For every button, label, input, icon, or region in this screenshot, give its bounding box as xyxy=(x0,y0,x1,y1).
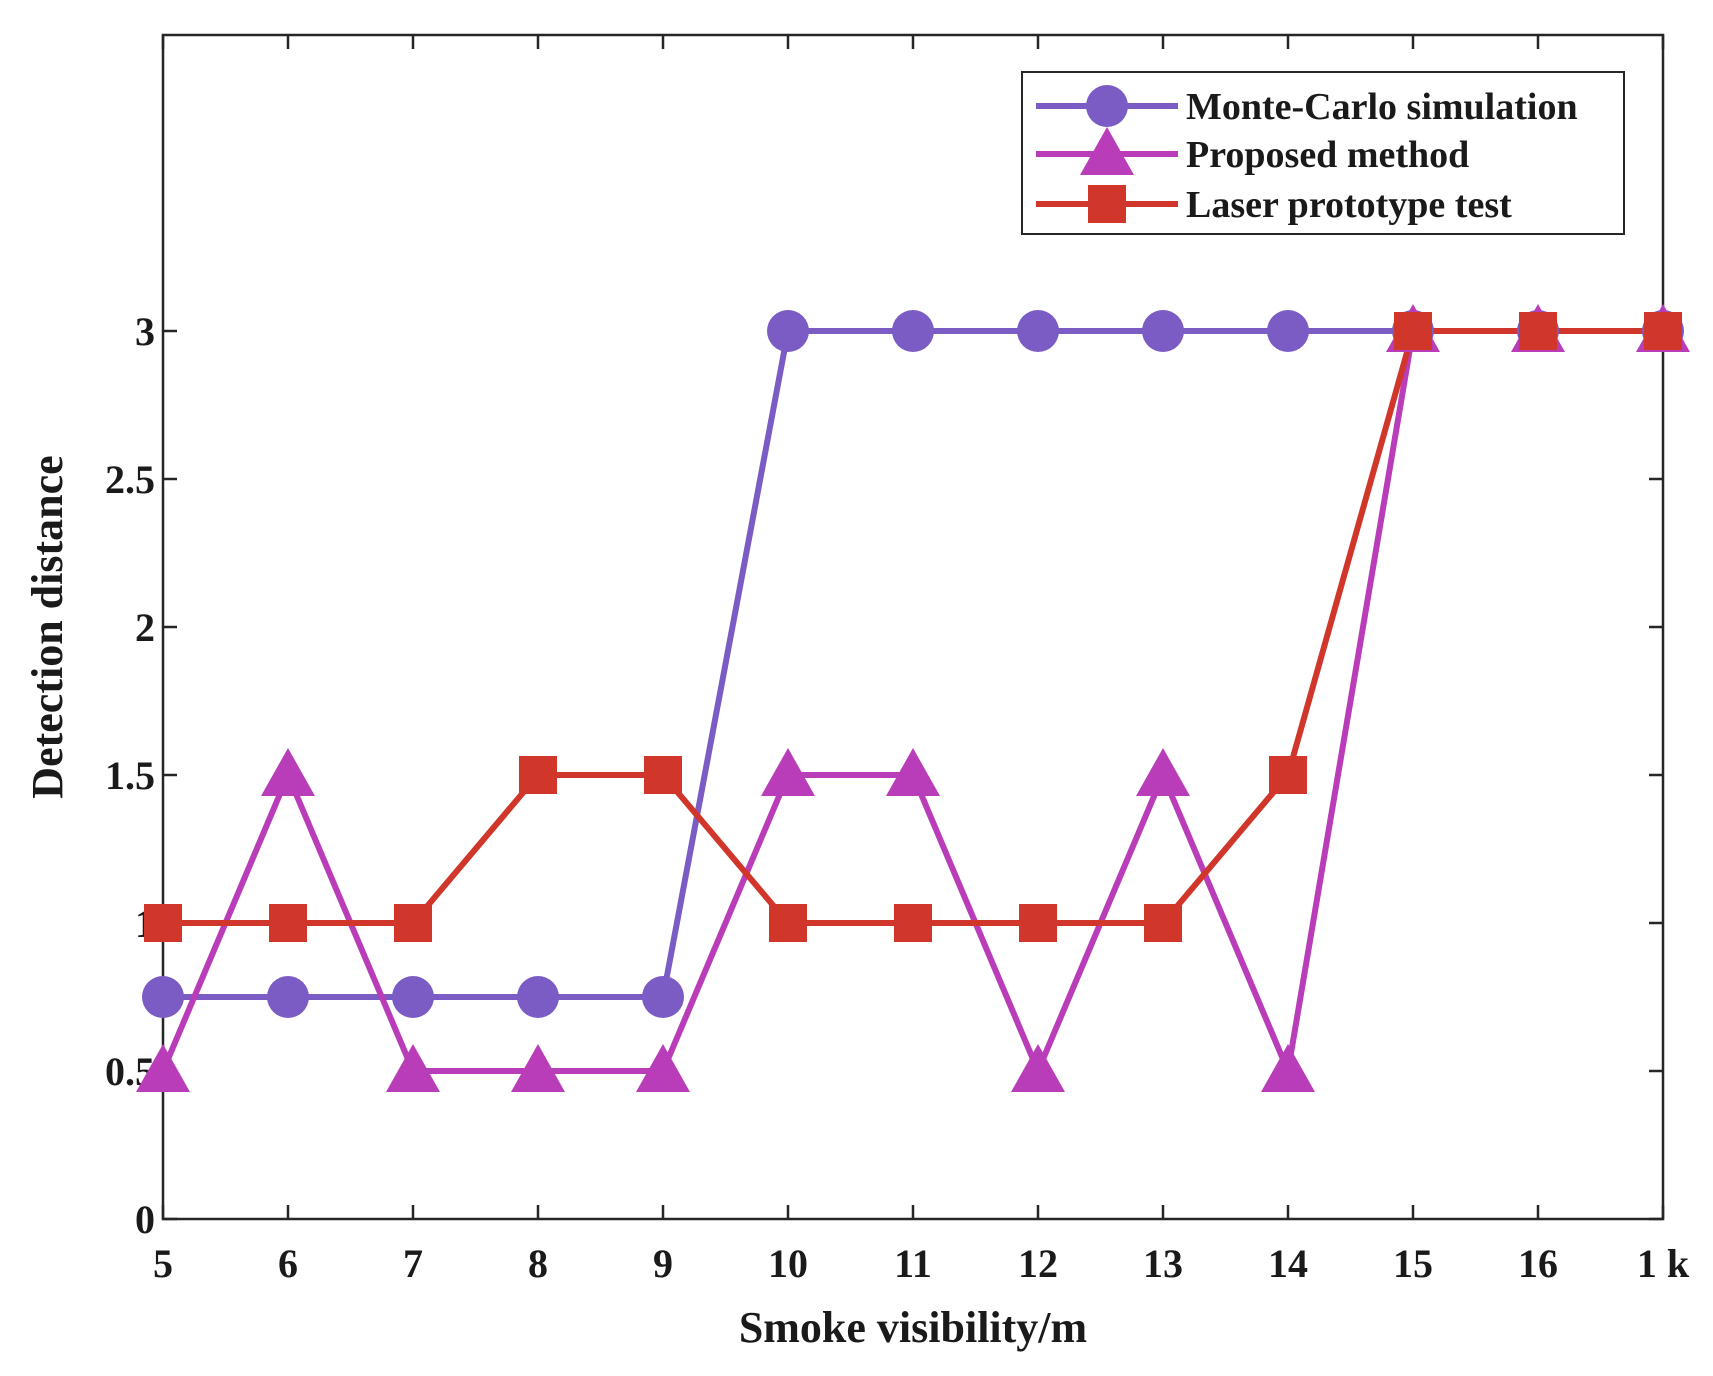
y-axis-title: Detection distance xyxy=(23,455,72,798)
data-point-monte-carlo-simulation xyxy=(1267,310,1309,352)
legend-label-laser-prototype-test: Laser prototype test xyxy=(1186,184,1512,226)
data-point-proposed-method xyxy=(1011,1044,1065,1092)
data-point-laser-prototype-test xyxy=(1519,312,1557,350)
legend-marker-laser-prototype-test xyxy=(1088,185,1126,223)
data-point-monte-carlo-simulation xyxy=(392,976,434,1018)
data-point-laser-prototype-test xyxy=(644,756,682,794)
x-axis-title: Smoke visibility/m xyxy=(739,1303,1087,1352)
data-point-proposed-method xyxy=(261,748,315,796)
data-point-monte-carlo-simulation xyxy=(642,976,684,1018)
data-point-proposed-method xyxy=(511,1044,565,1092)
x-tick-label: 13 xyxy=(1143,1241,1183,1286)
data-point-laser-prototype-test xyxy=(519,756,557,794)
x-tick-label: 12 xyxy=(1018,1241,1058,1286)
data-point-laser-prototype-test xyxy=(144,904,182,942)
data-point-monte-carlo-simulation xyxy=(267,976,309,1018)
data-point-laser-prototype-test xyxy=(769,904,807,942)
data-point-laser-prototype-test xyxy=(1019,904,1057,942)
data-point-monte-carlo-simulation xyxy=(767,310,809,352)
x-tick-label: 8 xyxy=(528,1241,548,1286)
data-point-proposed-method xyxy=(1136,748,1190,796)
data-point-proposed-method xyxy=(386,1044,440,1092)
data-point-monte-carlo-simulation xyxy=(142,976,184,1018)
x-tick-label: 7 xyxy=(403,1241,423,1286)
legend-label-proposed-method: Proposed method xyxy=(1186,134,1469,176)
x-tick-label: 6 xyxy=(278,1241,298,1286)
y-tick-label: 3 xyxy=(135,309,155,354)
legend-label-monte-carlo-simulation: Monte-Carlo simulation xyxy=(1186,86,1578,128)
legend-marker-monte-carlo-simulation xyxy=(1086,85,1128,127)
legend: Monte-Carlo simulation Proposed method Las… xyxy=(1021,71,1625,235)
x-tick-label: 11 xyxy=(894,1241,932,1286)
y-tick-label: 0 xyxy=(135,1197,155,1242)
data-point-laser-prototype-test xyxy=(1644,312,1682,350)
data-point-proposed-method xyxy=(1261,1044,1315,1092)
legend-marker-proposed-method xyxy=(1080,127,1134,175)
x-tick-label: 14 xyxy=(1268,1241,1308,1286)
data-point-proposed-method xyxy=(636,1044,690,1092)
data-point-laser-prototype-test xyxy=(394,904,432,942)
data-point-monte-carlo-simulation xyxy=(1142,310,1184,352)
data-point-monte-carlo-simulation xyxy=(517,976,559,1018)
data-point-laser-prototype-test xyxy=(1269,756,1307,794)
x-tick-label: 16 xyxy=(1518,1241,1558,1286)
data-point-proposed-method xyxy=(761,748,815,796)
y-tick-label: 1.5 xyxy=(105,753,155,798)
x-tick-label: 5 xyxy=(153,1241,173,1286)
data-point-monte-carlo-simulation xyxy=(1017,310,1059,352)
data-point-proposed-method xyxy=(136,1044,190,1092)
data-point-proposed-method xyxy=(886,748,940,796)
data-point-laser-prototype-test xyxy=(1144,904,1182,942)
series-markers xyxy=(136,304,1690,1092)
data-point-laser-prototype-test xyxy=(894,904,932,942)
y-tick-label: 2.5 xyxy=(105,457,155,502)
data-point-laser-prototype-test xyxy=(1394,312,1432,350)
x-tick-label: 10 xyxy=(768,1241,808,1286)
x-tick-label: 9 xyxy=(653,1241,673,1286)
x-tick-label: 1 k xyxy=(1637,1241,1690,1286)
x-tick-label: 15 xyxy=(1393,1241,1433,1286)
data-point-monte-carlo-simulation xyxy=(892,310,934,352)
x-axis: 5 6 7 8 9 10 11 12 13 14 15 16 1 k xyxy=(153,35,1690,1286)
y-tick-label: 2 xyxy=(135,605,155,650)
data-point-laser-prototype-test xyxy=(269,904,307,942)
